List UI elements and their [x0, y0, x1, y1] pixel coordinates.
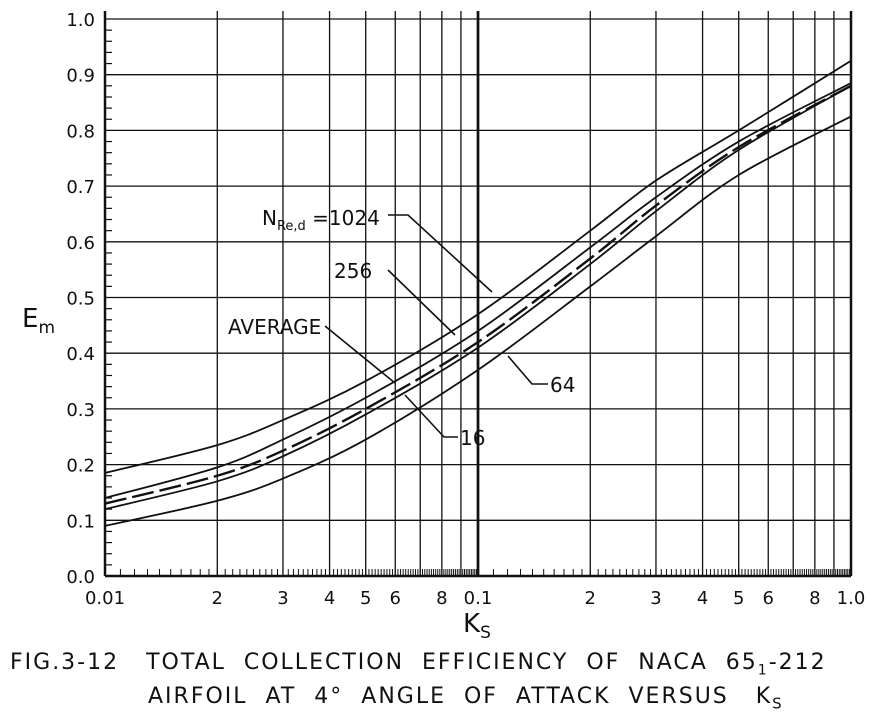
x-tick-label: 3 — [277, 588, 288, 609]
y-tick-label: 0.4 — [66, 344, 95, 365]
annotation-16: 16 — [460, 426, 485, 450]
series-line-16 — [104, 85, 852, 511]
x-tick-label: 4 — [697, 588, 708, 609]
y-tick-label: 0.7 — [66, 177, 95, 198]
y-tick-label: 1.0 — [66, 10, 95, 31]
y-tick-label: 0.2 — [66, 456, 95, 477]
y-tick-label: 0.1 — [66, 511, 95, 532]
series-line-256 — [104, 82, 852, 499]
x-tick-label: 5 — [733, 588, 744, 609]
x-tick-label: 0.1 — [464, 588, 493, 609]
x-tick-label: 6 — [390, 588, 401, 609]
y-tick-label: 0.0 — [66, 567, 95, 588]
series-line-1024 — [104, 60, 852, 474]
x-axis-label: KS — [463, 609, 491, 640]
y-tick-label: 0.5 — [66, 289, 95, 310]
annotations — [324, 214, 548, 438]
y-tick-label: 0.9 — [66, 66, 95, 87]
x-tick-label: 0.01 — [85, 588, 125, 609]
ticks: 0.0 0.1 0.2 0.3 0.4 0.5 0.6 0.7 0.8 0.9 1.0 0.01 2 3 4… — [66, 10, 865, 609]
x-tick-label: 3 — [650, 588, 661, 609]
x-tick-label: 5 — [360, 588, 371, 609]
annotation-64: 64 — [550, 373, 575, 397]
x-tick-label: 2 — [212, 588, 223, 609]
chart: 0.0 0.1 0.2 0.3 0.4 0.5 0.6 0.7 0.8 0.9 1.0 0.01 2 3 4… — [22, 10, 865, 640]
curves — [104, 60, 852, 527]
x-tick-label: 8 — [436, 588, 447, 609]
series-line-64 — [104, 115, 852, 527]
annotation-256: 256 — [334, 259, 372, 283]
x-tick-label: 2 — [585, 588, 596, 609]
annotation-1024: NRe,d =1024 — [262, 206, 380, 234]
x-tick-label: 8 — [809, 588, 820, 609]
y-axis-label: Em — [22, 304, 55, 338]
x-tick-label: 6 — [763, 588, 774, 609]
series-line-average — [104, 84, 852, 505]
x-tick-label: 4 — [324, 588, 335, 609]
y-tick-label: 0.3 — [66, 400, 95, 421]
caption-line-1: FIG.3-12 TOTAL COLLECTION EFFICIENCY OF … — [10, 650, 827, 679]
caption-line-2: AIRFOIL AT 4° ANGLE OF ATTACK VERSUS KS — [148, 684, 784, 713]
grid — [103, 11, 853, 578]
x-tick-label: 1.0 — [837, 588, 866, 609]
y-tick-label: 0.8 — [66, 121, 95, 142]
annotation-average: AVERAGE — [228, 315, 321, 339]
y-tick-label: 0.6 — [66, 233, 95, 254]
